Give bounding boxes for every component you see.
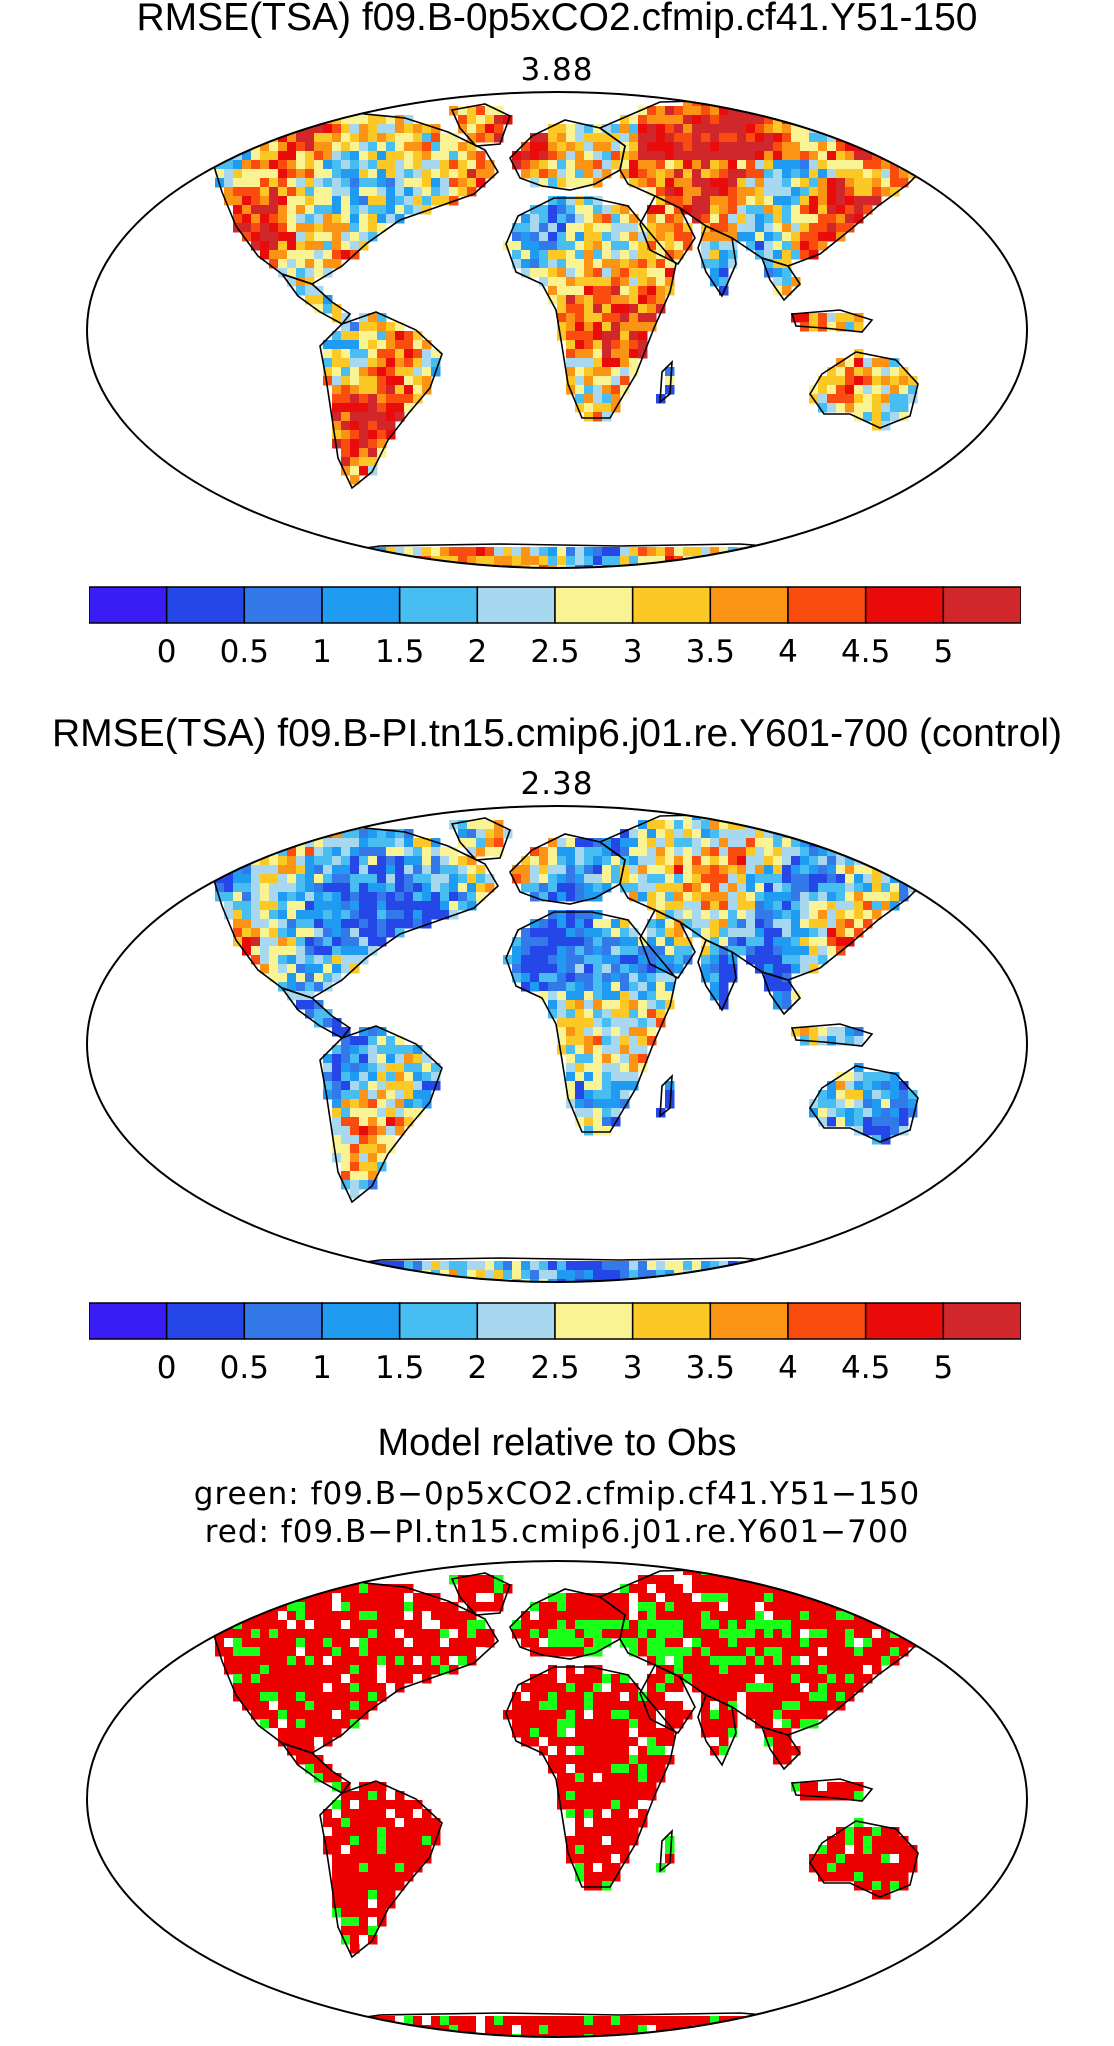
land-data-cells: [215, 97, 927, 568]
panel-3-subtitle-green: green: f09.B−0p5xCO2.cfmip.cf41.Y51−150: [193, 1476, 921, 1512]
colorbar-tick-label: 1.5: [375, 1350, 425, 1386]
coastline-madagascar: [659, 1073, 673, 1118]
coastline-greenland: [450, 1572, 511, 1616]
panel-3-subtitle-red: red: f09.B−PI.tn15.cmip6.j01.re.Y601−700: [204, 1514, 910, 1550]
panel-2-global-rmse: 2.38: [520, 766, 594, 802]
colorbar-tick-label: 5: [933, 634, 954, 670]
colorbar-box: [89, 586, 168, 624]
colorbar-box: [787, 1302, 867, 1340]
colorbar-tick-label: 1: [312, 1350, 332, 1386]
panel-2-title: RMSE(TSA) f09.B-PI.tn15.cmip6.j01.re.Y60…: [51, 712, 1063, 755]
coastline-australia: [809, 351, 919, 429]
coastline-australia: [809, 1820, 919, 1898]
coastline-central-america: [279, 1741, 352, 1795]
panel-1-map: [86, 91, 1028, 569]
colorbar-box: [942, 1302, 1021, 1340]
coastline-indonesia: [790, 1778, 874, 1802]
colorbar-tick-label: 4.5: [841, 1350, 891, 1386]
colorbar-tick-label: 2.5: [530, 634, 580, 670]
colorbar-box: [787, 586, 867, 624]
map-frame: [86, 91, 1028, 569]
panel-2-colorbar: 0 0.5 1 1.5 2 2.5 3 3.5 4 4.5 5: [89, 1302, 1021, 1386]
coastline-arabia: [639, 194, 696, 266]
colorbar-box: [864, 586, 945, 624]
colorbar-tick-label: 0: [156, 1350, 177, 1386]
coastline-south-america: [319, 311, 443, 490]
colorbar-tick-label: 2: [467, 634, 488, 670]
coastline-madagascar: [659, 1828, 673, 1873]
coastline-africa: [505, 1666, 677, 1888]
colorbar-box: [554, 1302, 634, 1340]
coastline-arabia: [639, 1663, 696, 1735]
panel-3-map: [86, 1560, 1028, 2038]
coastline-greenland: [450, 103, 511, 147]
colorbar-box: [709, 586, 789, 624]
coastline-india: [697, 224, 737, 298]
colorbar-box: [476, 1302, 556, 1340]
colorbar-tick-label: 2.5: [530, 1350, 580, 1386]
colorbar-tick-label: 1.5: [375, 634, 425, 670]
colorbar-tick-label: 1: [312, 634, 332, 670]
coastline-india: [697, 1693, 737, 1767]
panel-2-map: [86, 805, 1028, 1283]
coastline-greenland: [450, 817, 511, 861]
colorbar-tick-label: 3: [622, 1350, 643, 1386]
colorbar-box: [89, 1302, 168, 1340]
colorbar-box: [243, 1302, 323, 1340]
coastline-india: [697, 938, 737, 1012]
colorbar-box: [321, 586, 401, 624]
coastline-north-america: [211, 111, 500, 285]
colorbar-tick-label: 0: [156, 634, 177, 670]
colorbar-box: [631, 1302, 712, 1340]
colorbar-box: [631, 586, 712, 624]
colorbar-box: [942, 586, 1021, 624]
colorbar-tick-label: 0.5: [219, 634, 269, 670]
land-data-cells: [215, 811, 927, 1282]
colorbar-tick-label: 4: [778, 1350, 798, 1386]
coastline-indonesia: [790, 309, 874, 333]
colorbar-box: [321, 1302, 401, 1340]
panel-1-global-rmse: 3.88: [520, 52, 594, 88]
map-frame: [86, 1560, 1028, 2038]
panel-3-title: Model relative to Obs: [377, 1422, 737, 1464]
colorbar-tick-label: 3.5: [685, 634, 735, 670]
colorbar-tick-label: 2: [467, 1350, 488, 1386]
colorbar-box: [398, 1302, 479, 1340]
coastline-indonesia: [790, 1023, 874, 1047]
colorbar-box: [554, 586, 634, 624]
colorbar-box: [398, 586, 479, 624]
panel-1-title: RMSE(TSA) f09.B-0p5xCO2.cfmip.cf41.Y51-1…: [136, 0, 978, 39]
colorbar-box: [243, 586, 323, 624]
colorbar-tick-label: 4: [778, 634, 798, 670]
panel-1-colorbar: 0 0.5 1 1.5 2 2.5 3 3.5 4 4.5 5: [89, 586, 1021, 670]
colorbar-box: [165, 586, 246, 624]
colorbar-boxes: [89, 1302, 1021, 1340]
coastline-madagascar: [659, 359, 673, 404]
coastline-australia: [809, 1065, 919, 1143]
colorbar-tick-label: 0.5: [219, 1350, 269, 1386]
colorbar-tick-label: 3.5: [685, 1350, 735, 1386]
coastline-arabia: [639, 908, 696, 980]
coastline-africa: [505, 911, 677, 1133]
coastline-central-america: [279, 272, 352, 326]
colorbar-box: [864, 1302, 945, 1340]
land-data-cells: [215, 1566, 927, 2037]
coastline-south-america: [319, 1780, 443, 1959]
coastline-north-america: [211, 1580, 500, 1754]
colorbar-tick-label: 5: [933, 1350, 954, 1386]
coastline-africa: [505, 197, 677, 419]
coastline-se-asia: [760, 1725, 802, 1771]
colorbar-tick-label: 4.5: [841, 634, 891, 670]
colorbar-tick-label: 3: [622, 634, 643, 670]
colorbar-box: [476, 586, 556, 624]
colorbar-box: [709, 1302, 789, 1340]
map-frame: [86, 805, 1028, 1283]
coastline-central-america: [279, 986, 352, 1040]
colorbar-box: [165, 1302, 246, 1340]
coastline-se-asia: [760, 256, 802, 302]
coastline-south-america: [319, 1025, 443, 1204]
coastline-se-asia: [760, 970, 802, 1016]
colorbar-boxes: [89, 586, 1021, 624]
coastline-north-america: [211, 825, 500, 999]
